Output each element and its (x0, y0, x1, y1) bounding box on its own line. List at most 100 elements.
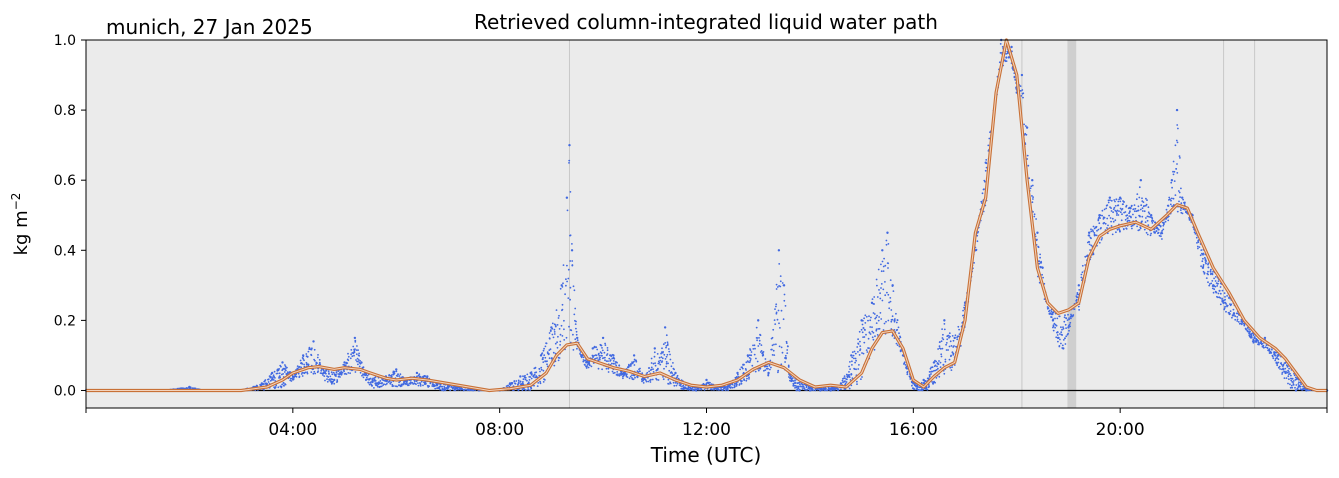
data-point (1049, 312, 1052, 315)
data-point (596, 357, 598, 359)
data-point (324, 379, 326, 382)
data-point (889, 279, 892, 281)
data-point (932, 382, 935, 385)
data-point (1200, 265, 1202, 268)
data-point (1268, 349, 1271, 352)
data-point (681, 385, 683, 388)
data-point (549, 348, 552, 351)
data-point (1165, 208, 1168, 211)
data-point (922, 388, 925, 391)
data-point (880, 318, 883, 320)
data-point (1132, 213, 1134, 216)
data-point (700, 388, 703, 391)
data-point (1031, 195, 1033, 197)
data-point (1283, 377, 1286, 379)
data-point (1096, 229, 1098, 232)
data-point (373, 387, 375, 389)
data-point (671, 372, 674, 374)
data-point (511, 382, 514, 384)
data-point (542, 381, 545, 383)
data-point (1076, 292, 1079, 294)
data-point (1098, 241, 1101, 244)
data-point (1181, 212, 1184, 215)
data-point (1146, 215, 1149, 218)
data-point (526, 373, 529, 376)
data-point (844, 388, 847, 391)
data-point (650, 366, 653, 369)
data-point (395, 370, 398, 373)
data-point (1142, 201, 1145, 204)
data-point (628, 377, 631, 380)
data-point (463, 389, 466, 391)
data-point (1160, 235, 1162, 238)
data-point (1070, 317, 1072, 320)
data-point (1130, 204, 1133, 207)
data-point (359, 371, 362, 374)
data-point (1065, 317, 1067, 320)
data-point (415, 383, 417, 386)
data-point (668, 383, 670, 385)
data-point (779, 275, 782, 277)
data-point (784, 305, 787, 307)
y-tick-label-3: 0.6 (54, 173, 76, 189)
data-point (1075, 298, 1078, 301)
data-point (659, 363, 662, 366)
data-point (535, 371, 538, 374)
data-point (330, 371, 333, 374)
data-point (572, 333, 574, 336)
data-point (454, 389, 457, 392)
data-point (864, 314, 867, 317)
data-point (784, 361, 786, 363)
data-point (1146, 199, 1148, 202)
data-point (523, 388, 526, 391)
data-point (1101, 214, 1103, 217)
data-point (779, 280, 782, 283)
data-point (1126, 217, 1129, 220)
data-point (1293, 374, 1296, 377)
data-point (999, 43, 1002, 45)
data-point (1174, 144, 1177, 147)
data-point (1207, 266, 1210, 269)
data-point (540, 366, 543, 369)
data-point (792, 377, 794, 379)
data-point-sample (663, 326, 667, 329)
data-point (940, 340, 943, 343)
data-point (1157, 228, 1160, 231)
data-point (1106, 204, 1109, 207)
data-point (1279, 368, 1281, 370)
data-point (366, 374, 369, 377)
data-point (663, 353, 666, 356)
data-point (770, 366, 772, 369)
data-point (1277, 361, 1280, 364)
data-point (890, 320, 893, 323)
data-point (343, 370, 345, 373)
data-point (1167, 219, 1170, 222)
data-point (318, 359, 321, 361)
data-point (312, 372, 315, 375)
x-tick-label-0: 04:00 (268, 420, 317, 440)
data-point (879, 297, 882, 300)
data-point (855, 368, 857, 371)
data-point (349, 357, 352, 360)
data-point (568, 162, 570, 164)
data-point (546, 351, 549, 353)
data-point (310, 353, 312, 356)
data-point (1141, 215, 1144, 218)
data-point (1289, 372, 1291, 375)
data-point (777, 369, 780, 372)
data-point (283, 385, 285, 387)
data-point (814, 389, 817, 392)
data-point (729, 383, 731, 386)
data-point (752, 344, 754, 347)
data-point (429, 381, 432, 384)
data-point (1211, 287, 1214, 290)
data-point (760, 350, 763, 352)
data-point (1112, 208, 1115, 211)
data-point (1211, 280, 1214, 282)
data-point (872, 312, 875, 314)
data-point (574, 338, 577, 341)
data-point (542, 349, 545, 352)
data-point (748, 357, 751, 359)
data-point (883, 257, 885, 260)
